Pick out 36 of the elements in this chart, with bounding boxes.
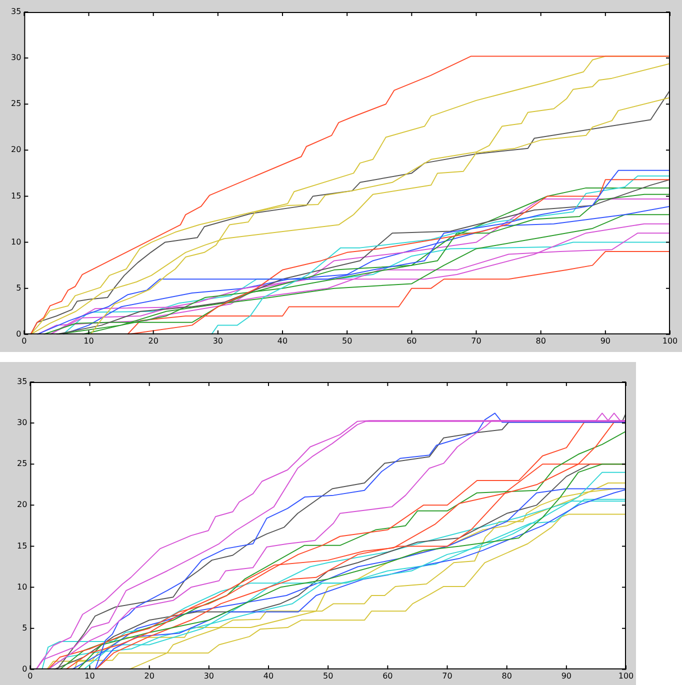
y-tick-label: 15: [10, 191, 22, 200]
x-tick-label: 20: [148, 336, 158, 346]
x-tick-label: 90: [561, 671, 572, 680]
y-tick-label: 35: [10, 7, 22, 16]
y-tick-label: 30: [16, 418, 28, 428]
y-tick-label: 5: [22, 623, 28, 632]
y-tick-label: 25: [10, 99, 22, 108]
y-tick-label: 10: [16, 582, 28, 592]
y-tick-label: 20: [16, 500, 28, 510]
x-tick-label: 100: [618, 671, 634, 680]
x-tick-label: 80: [502, 671, 512, 680]
y-tick-label: 5: [16, 283, 22, 292]
x-tick-label: 70: [471, 336, 482, 346]
y-tick-label: 0: [16, 329, 22, 338]
y-tick-label: 0: [22, 664, 28, 674]
y-tick-label: 35: [16, 377, 28, 386]
y-tick-label: 25: [16, 459, 28, 468]
x-tick-label: 20: [144, 671, 154, 680]
x-tick-label: 50: [322, 671, 334, 680]
x-tick-label: 60: [406, 336, 417, 346]
x-tick-label: 30: [212, 336, 224, 346]
x-tick-label: 10: [84, 336, 94, 346]
y-tick-label: 15: [16, 541, 28, 550]
y-tick-label: 30: [10, 53, 22, 62]
x-tick-label: 10: [84, 671, 95, 680]
x-tick-label: 80: [536, 336, 546, 346]
x-tick-label: 50: [342, 336, 352, 346]
y-tick-label: 10: [10, 237, 22, 246]
x-tick-label: 60: [382, 671, 393, 680]
x-tick-label: 40: [263, 671, 274, 680]
x-tick-label: 70: [442, 671, 452, 680]
x-tick-label: 90: [600, 336, 611, 346]
x-tick-label: 30: [204, 671, 214, 680]
x-tick-label: 40: [277, 336, 288, 346]
y-tick-label: 20: [10, 145, 22, 154]
x-tick-label: 100: [662, 336, 678, 346]
